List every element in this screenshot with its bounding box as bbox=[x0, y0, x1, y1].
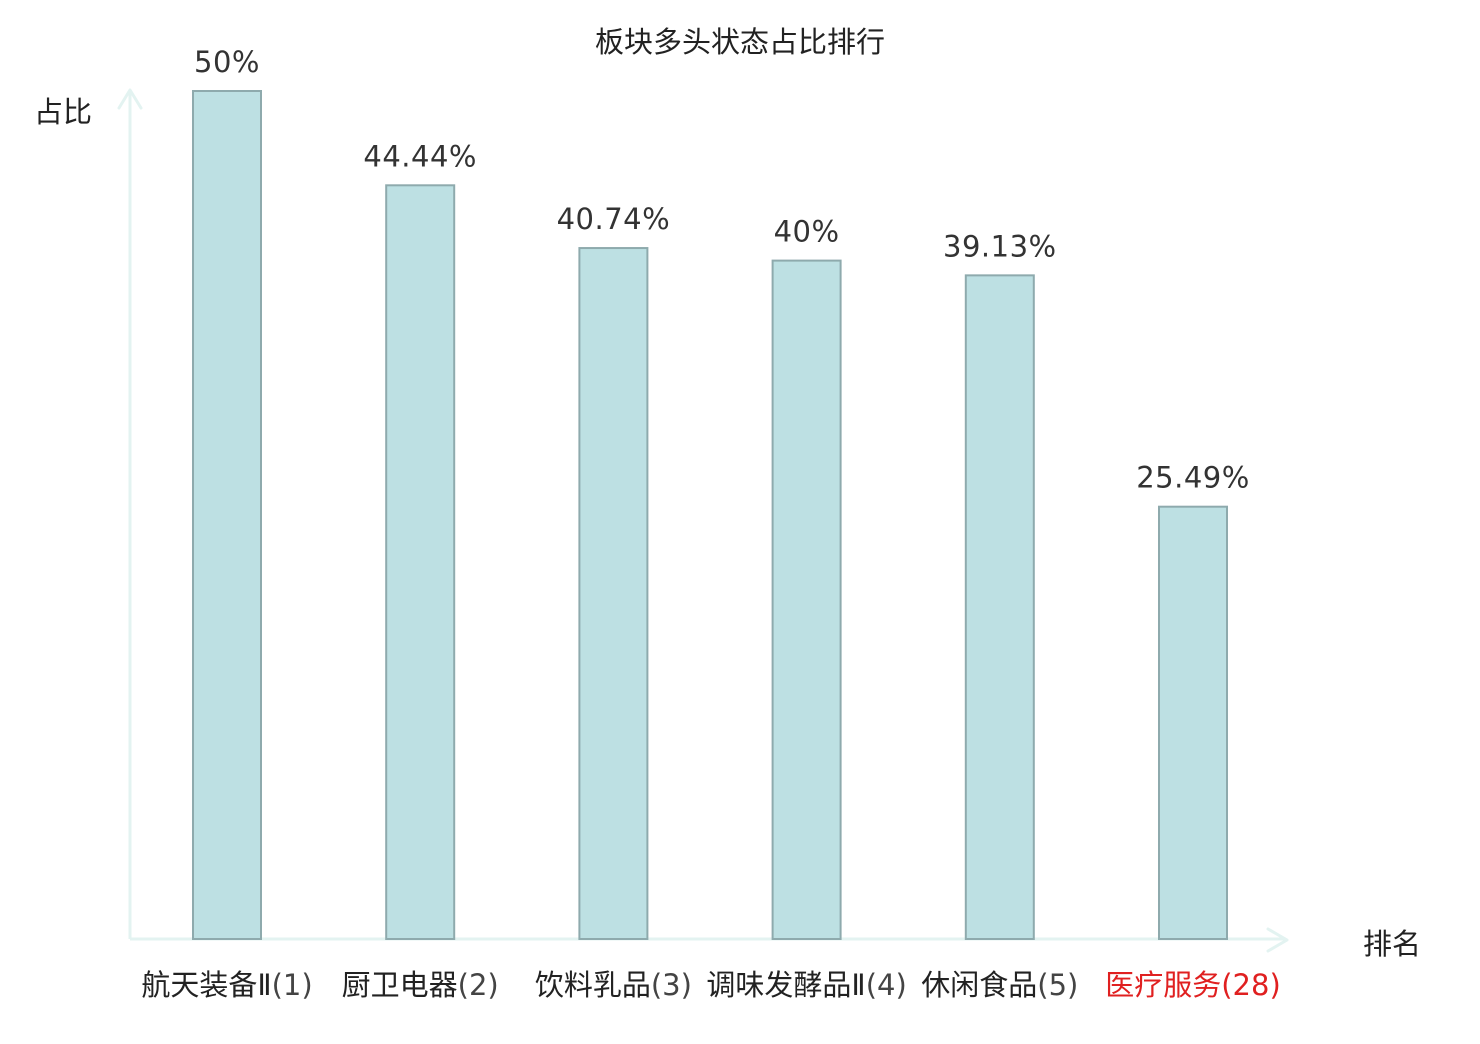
category-label-4: 调味发酵品Ⅱ(4) bbox=[706, 968, 906, 1002]
value-labels: 50% 44.44% 40.74% 40% 39.13% 25.49% bbox=[194, 45, 1250, 495]
value-label-1: 50% bbox=[194, 45, 260, 79]
category-rank-3: (3) bbox=[651, 968, 692, 1002]
bar-5 bbox=[964, 274, 1035, 940]
y-axis-label: 占比 bbox=[34, 95, 92, 129]
value-label-6: 25.49% bbox=[1136, 461, 1250, 495]
value-label-2: 44.44% bbox=[363, 139, 477, 173]
category-rank-4: (4) bbox=[866, 968, 907, 1002]
chart-title: 板块多头状态占比排行 bbox=[595, 25, 885, 59]
bars bbox=[192, 90, 1228, 941]
category-label-3: 饮料乳品(3) bbox=[535, 968, 692, 1002]
category-rank-1: (1) bbox=[272, 968, 313, 1002]
axes bbox=[117, 88, 1289, 953]
value-label-3: 40.74% bbox=[557, 202, 671, 236]
bar-3 bbox=[578, 247, 649, 940]
category-label-2: 厨卫电器(2) bbox=[342, 968, 499, 1002]
x-axis-arrow bbox=[1266, 927, 1289, 953]
x-axis-label: 排名 bbox=[1363, 927, 1421, 961]
value-label-4: 40% bbox=[774, 215, 840, 249]
value-label-5: 39.13% bbox=[943, 229, 1057, 263]
category-labels: 航天装备Ⅱ(1) 厨卫电器(2) 饮料乳品(3) 调味发酵品Ⅱ(4) 休闲食品(5) 医疗… bbox=[141, 968, 1280, 1002]
bar-4 bbox=[771, 259, 842, 941]
bar-1 bbox=[192, 90, 262, 940]
category-rank-5: (5) bbox=[1037, 968, 1078, 1002]
category-label-5: 休闲食品(5) bbox=[921, 968, 1078, 1002]
y-axis-arrow bbox=[117, 88, 143, 110]
bar-6 bbox=[1158, 505, 1228, 940]
category-rank-6: (28) bbox=[1221, 968, 1281, 1002]
category-label-6: 医疗服务(28) bbox=[1105, 968, 1281, 1002]
category-label-1: 航天装备Ⅱ(1) bbox=[141, 968, 312, 1002]
bar-2 bbox=[385, 184, 456, 940]
category-rank-2: (2) bbox=[458, 968, 499, 1002]
